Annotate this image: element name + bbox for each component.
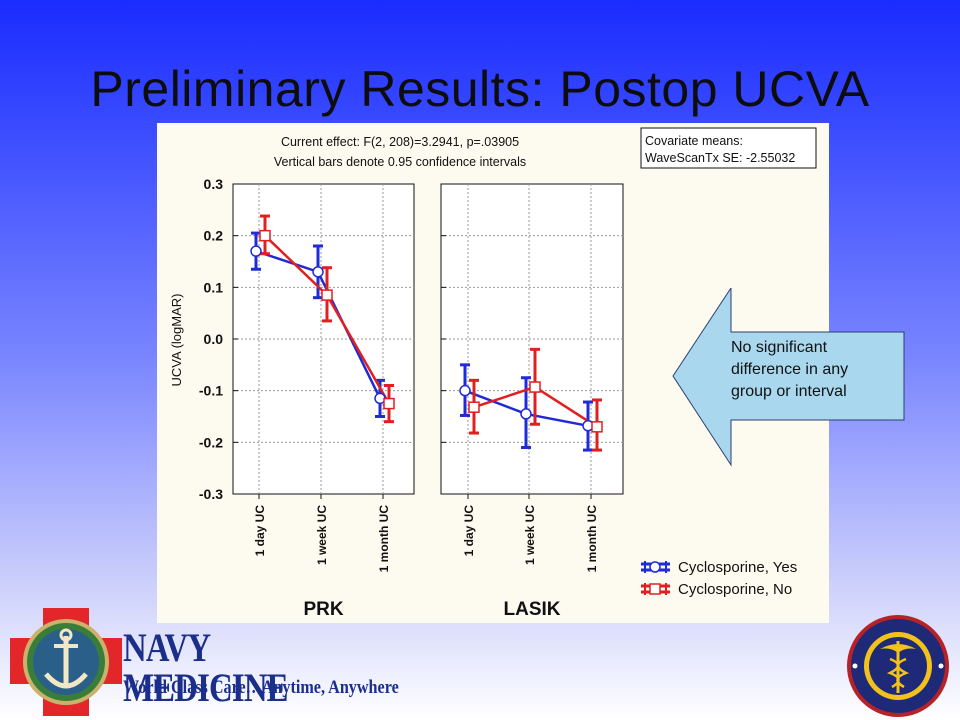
y-tick-label: 0.1 [204,279,224,295]
data-point [520,408,532,420]
chart-header-line: Current effect: F(2, 208)=3.2941, p=.039… [281,135,519,149]
covariate-box [640,127,817,169]
x-tick-label: 1 month UC [377,505,391,573]
naval-medical-center-seal [847,615,949,717]
x-tick-label: 1 week UC [523,505,537,565]
y-axis-label: UCVA (logMAR) [169,294,184,387]
panel-frame [440,183,624,495]
y-tick-label: 0.3 [204,176,224,192]
callout-line: difference in any [731,361,849,378]
legend-label: Cyclosporine, No [678,581,792,598]
data-point [468,401,480,413]
x-tick-label: 1 month UC [585,505,599,573]
data-point [312,266,324,278]
data-point [383,397,395,410]
y-tick-label: -0.3 [199,486,223,502]
legend-marker [649,583,661,595]
x-tick-label: 1 day UC [462,505,476,557]
chart-header-line: Vertical bars denote 0.95 confidence int… [274,155,526,169]
x-tick-label: 1 week UC [315,505,329,565]
callout-text: No significant difference in any group o… [731,337,901,403]
x-tick-label: 1 day UC [253,505,267,557]
navy-medicine-wordmark: NAVY MEDICINE [123,625,289,710]
navy-medicine-emblem [10,608,122,716]
data-point [459,384,471,397]
data-point [321,289,333,301]
callout-line: No significant [731,339,828,356]
navy-medicine-tagline: World Class Care…Anytime, Anywhere [123,677,399,698]
callout-arrow [672,288,905,467]
panel-label: PRK [303,599,343,620]
legend-marker [649,561,661,573]
y-tick-label: -0.2 [199,434,223,450]
legend-label: Cyclosporine, Yes [678,559,797,576]
panel-label: LASIK [504,599,561,620]
callout-line: group or interval [731,383,847,400]
y-tick-label: 0.2 [204,228,224,244]
data-point [591,421,603,433]
slide-title: Preliminary Results: Postop UCVA [90,61,870,117]
data-point [529,381,541,393]
y-tick-label: 0.0 [204,331,224,347]
y-tick-label: -0.1 [199,383,223,399]
covariate-line: WaveScanTx SE: -2.55032 [645,151,795,165]
data-point [250,245,262,257]
data-point [259,229,271,242]
covariate-line: Covariate means: [645,134,743,148]
